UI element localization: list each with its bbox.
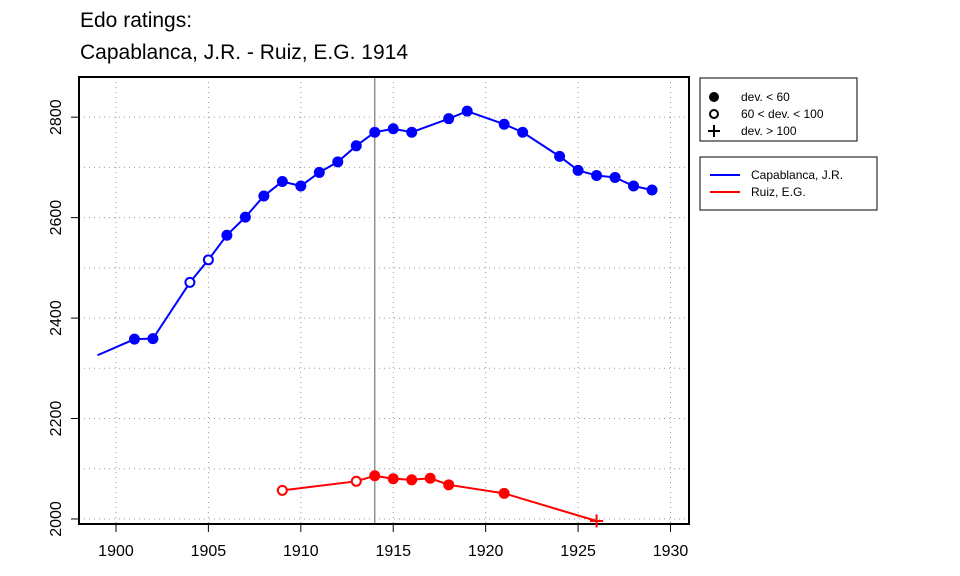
data-point-ruiz: [406, 474, 418, 486]
data-point-ruiz: [443, 479, 455, 491]
data-point-capablanca: [609, 171, 621, 183]
data-point-ruiz: [590, 514, 604, 528]
y-tick-label: 2600: [48, 200, 65, 236]
y-tick-label: 2000: [48, 501, 65, 537]
legend-marker-label: dev. < 60: [741, 90, 790, 104]
chart-title-line2: Capablanca, J.R. - Ruiz, E.G. 1914: [80, 41, 408, 64]
y-tick-label: 2800: [48, 99, 65, 135]
x-tick-label: 1900: [98, 543, 134, 560]
legend-marker-open: [709, 109, 719, 119]
data-point-capablanca: [313, 166, 325, 178]
chart-title-line1: Edo ratings:: [80, 9, 193, 32]
x-tick-label: 1915: [375, 543, 411, 560]
data-point-capablanca: [387, 123, 399, 135]
legend-marker-plus: [708, 125, 720, 137]
legend-series-label: Capablanca, J.R.: [751, 168, 843, 182]
data-point-capablanca: [369, 126, 381, 138]
data-point-capablanca: [128, 333, 140, 345]
plot-border: [78, 76, 690, 525]
data-point-capablanca: [628, 180, 640, 192]
series-line-ruiz: [282, 474, 597, 522]
x-tick-label: 1925: [560, 543, 596, 560]
data-point-ruiz: [424, 472, 436, 484]
data-point-capablanca: [591, 169, 603, 181]
x-tick-label: 1930: [653, 543, 689, 560]
x-tick-label: 1905: [191, 543, 227, 560]
data-point-capablanca: [498, 118, 510, 130]
legend-marker-label: 60 < dev. < 100: [741, 107, 824, 121]
data-point-capablanca: [461, 105, 473, 117]
data-point-ruiz: [276, 484, 288, 496]
data-point-capablanca: [147, 333, 159, 345]
data-point-capablanca: [332, 156, 344, 168]
data-point-capablanca: [184, 276, 196, 288]
legend-marker-filled: [709, 92, 719, 102]
data-point-capablanca: [572, 164, 584, 176]
legend-series-box: [699, 156, 878, 211]
data-point-capablanca: [221, 229, 233, 241]
x-tick-label: 1920: [468, 543, 504, 560]
data-point-capablanca: [202, 254, 214, 266]
legend-marker-label: dev. > 100: [741, 124, 797, 138]
data-point-capablanca: [295, 180, 307, 192]
data-point-capablanca: [517, 126, 529, 138]
data-point-ruiz: [350, 475, 362, 487]
data-point-capablanca: [239, 211, 251, 223]
legend-markers-box: [699, 77, 858, 142]
x-tick-label: 1910: [283, 543, 319, 560]
data-point-capablanca: [258, 190, 270, 202]
data-point-ruiz: [387, 473, 399, 485]
legend-series-label: Ruiz, E.G.: [751, 185, 806, 199]
data-point-capablanca: [406, 126, 418, 138]
y-tick-label: 2200: [48, 401, 65, 437]
y-tick-label: 2400: [48, 300, 65, 336]
data-point-capablanca: [443, 113, 455, 125]
data-point-capablanca: [646, 184, 658, 196]
data-point-capablanca: [350, 140, 362, 152]
data-point-capablanca: [276, 175, 288, 187]
data-point-ruiz: [498, 487, 510, 499]
data-point-capablanca: [554, 150, 566, 162]
data-point-ruiz: [369, 470, 381, 482]
